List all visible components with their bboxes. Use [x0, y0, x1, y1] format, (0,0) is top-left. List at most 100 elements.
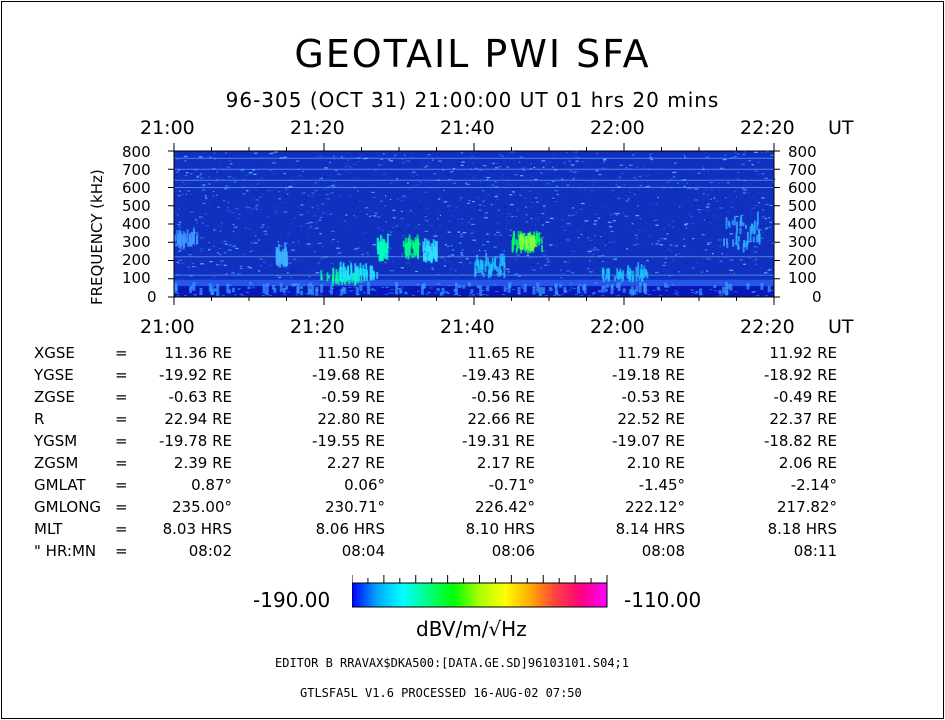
spectrogram-noise-pixel [262, 224, 265, 226]
emission-stroke [409, 243, 412, 248]
spectrogram-noise-pixel [540, 199, 542, 201]
emission-stroke [283, 252, 286, 263]
spectrogram-noise-pixel [633, 244, 637, 246]
spectrogram-noise-pixel [717, 251, 719, 254]
band-speckle [295, 294, 299, 296]
emission-stroke [366, 272, 368, 282]
ephemeris-value: 11.79 RE [617, 344, 685, 362]
spectrogram-noise-pixel [187, 266, 190, 268]
spectrogram-noise-pixel [205, 225, 209, 227]
band-speckle [174, 282, 178, 294]
spectrogram-noise-pixel [674, 246, 677, 248]
spectrogram-noise-pixel [556, 193, 559, 196]
spectrogram-noise-pixel [400, 267, 404, 269]
spectrogram-noise-pixel [533, 166, 536, 169]
spectrogram-noise-pixel [510, 151, 515, 153]
spectrogram-noise-pixel [255, 204, 259, 206]
band-speckle [559, 284, 563, 288]
spectrogram-noise-pixel [727, 182, 730, 184]
spectrogram-noise-pixel [583, 232, 586, 234]
band-speckle [434, 292, 438, 294]
spectrogram-noise-pixel [712, 253, 714, 255]
spectrogram-noise-pixel [216, 178, 219, 181]
spectrogram-noise-pixel [697, 172, 701, 174]
spectrogram-noise-pixel [366, 184, 369, 187]
spectrogram-noise-pixel [408, 194, 411, 197]
spectrogram-noise-pixel [596, 218, 598, 220]
spectrogram-noise-pixel [692, 238, 695, 240]
spectrogram-noise-pixel [546, 160, 549, 162]
spectrogram-noise-pixel [729, 233, 733, 235]
spectrogram-noise-pixel [511, 215, 513, 218]
spectrogram-noise-pixel [506, 166, 510, 168]
spectrogram-noise-pixel [477, 247, 480, 249]
spectrogram-noise-pixel [722, 159, 727, 161]
spectrogram-noise-pixel [718, 225, 721, 227]
spectrogram-noise-pixel [713, 170, 717, 172]
spectrogram-noise-pixel [736, 178, 740, 180]
spectrogram-noise-pixel [678, 253, 681, 255]
spectrogram-noise-pixel [194, 169, 197, 171]
spectrogram-noise-pixel [218, 226, 223, 228]
spectrogram-noise-pixel [601, 254, 605, 257]
spectrogram-noise-pixel [467, 202, 470, 204]
spectrogram-noise-pixel [521, 185, 525, 187]
spectrogram-noise-pixel [177, 195, 181, 197]
spectrogram-noise-pixel [770, 154, 774, 156]
ephemeris-value: -18.82 RE [763, 432, 837, 450]
emission-stroke [627, 267, 629, 278]
left-y-tick-400: 400 [122, 215, 151, 233]
spectrogram-noise-pixel [320, 257, 325, 259]
spectrogram-noise-pixel [465, 258, 469, 260]
spectrogram-noise-pixel [498, 209, 500, 211]
right-y-tick-0: 0 [812, 288, 822, 306]
spectrogram-noise-pixel [719, 260, 723, 262]
spectrogram-noise-pixel [609, 226, 613, 228]
spectrogram-noise-pixel [241, 192, 243, 194]
spectrogram-noise-pixel [525, 234, 529, 236]
spectrogram-noise-pixel [645, 175, 649, 177]
right-y-tick-800: 800 [788, 143, 817, 161]
spectrogram-noise-pixel [479, 188, 482, 190]
band-speckle [482, 294, 486, 295]
spectrogram-noise-pixel [694, 188, 699, 190]
spectrogram-noise-pixel [578, 188, 582, 190]
spectrogram-noise-pixel [212, 276, 216, 278]
spectrogram-noise-pixel [704, 249, 708, 251]
spectrogram-noise-pixel [451, 245, 453, 247]
emission-stroke [479, 259, 482, 270]
emission-stroke [383, 239, 386, 252]
spectrogram-noise-pixel [748, 159, 751, 162]
spectrogram-noise-pixel [248, 228, 251, 230]
spectrogram-noise-pixel [531, 264, 534, 266]
spectrogram-noise-pixel [577, 170, 580, 173]
ephemeris-equals: = [115, 498, 128, 516]
spectrogram-noise-pixel [543, 205, 546, 207]
band-speckle [190, 286, 194, 290]
spectrogram-noise-pixel [757, 192, 759, 194]
spectrogram-noise-pixel [299, 214, 304, 216]
spectrogram-noise-pixel [529, 266, 534, 268]
spectrogram-noise-pixel [377, 209, 380, 211]
band-speckle [436, 288, 440, 291]
spectrogram-noise-pixel [250, 242, 254, 244]
spectrogram-noise-pixel [239, 221, 241, 223]
spectrogram-noise-pixel [479, 203, 484, 205]
spectrogram-noise-pixel [198, 216, 203, 218]
spectrogram-noise-pixel [459, 160, 463, 162]
spectrogram-noise-pixel [577, 237, 580, 239]
band-speckle [213, 288, 217, 292]
spectrogram-noise-pixel [189, 207, 192, 210]
band-speckle [508, 282, 512, 289]
spectrogram-noise-pixel [540, 172, 543, 174]
spectrogram-noise-pixel [551, 198, 556, 200]
spectrogram-noise-pixel [232, 245, 237, 247]
spectrogram-noise-pixel [697, 254, 700, 256]
emission-stroke [743, 241, 746, 247]
band-speckle [458, 295, 461, 296]
spectrogram-noise-pixel [666, 181, 670, 183]
ephemeris-label: GMLONG [34, 498, 102, 516]
spectrogram-noise-pixel [495, 273, 497, 275]
spectrogram-noise-pixel [665, 257, 667, 259]
spectrogram-noise-pixel [298, 206, 300, 208]
